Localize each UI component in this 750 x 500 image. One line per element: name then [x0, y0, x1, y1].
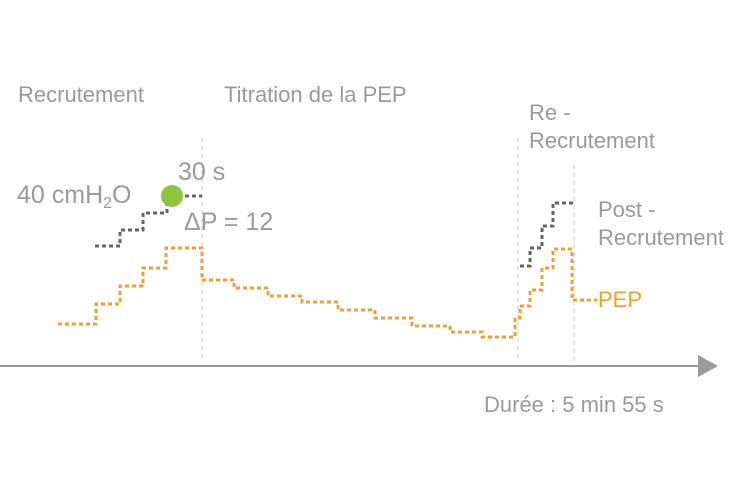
phase-label-post-recruitment-line2: Recrutement — [598, 225, 724, 250]
pressure-value-label: 40 cmH2O — [17, 181, 132, 212]
duration-label: Durée : 5 min 55 s — [484, 392, 664, 417]
delta-p-label: ΔP = 12 — [184, 208, 273, 236]
phase-label-peep-titration: Titration de la PEP — [224, 82, 407, 107]
phase-label-post-recruitment-line1: Post - — [598, 197, 655, 222]
hold-time-label: 30 s — [178, 158, 225, 186]
peep-trace — [58, 246, 597, 339]
phase-label-re-recruitment-line2: Recrutement — [529, 128, 655, 153]
peep-series-label: PEP — [598, 287, 642, 312]
phase-label-recruitment: Recrutement — [18, 82, 144, 107]
peak-pressure-marker — [161, 185, 183, 207]
phase-label-re-recruitment-line1: Re - — [529, 100, 571, 125]
pressure-trace-re-recruitment — [520, 201, 575, 268]
time-axis-arrow-icon — [698, 355, 718, 377]
